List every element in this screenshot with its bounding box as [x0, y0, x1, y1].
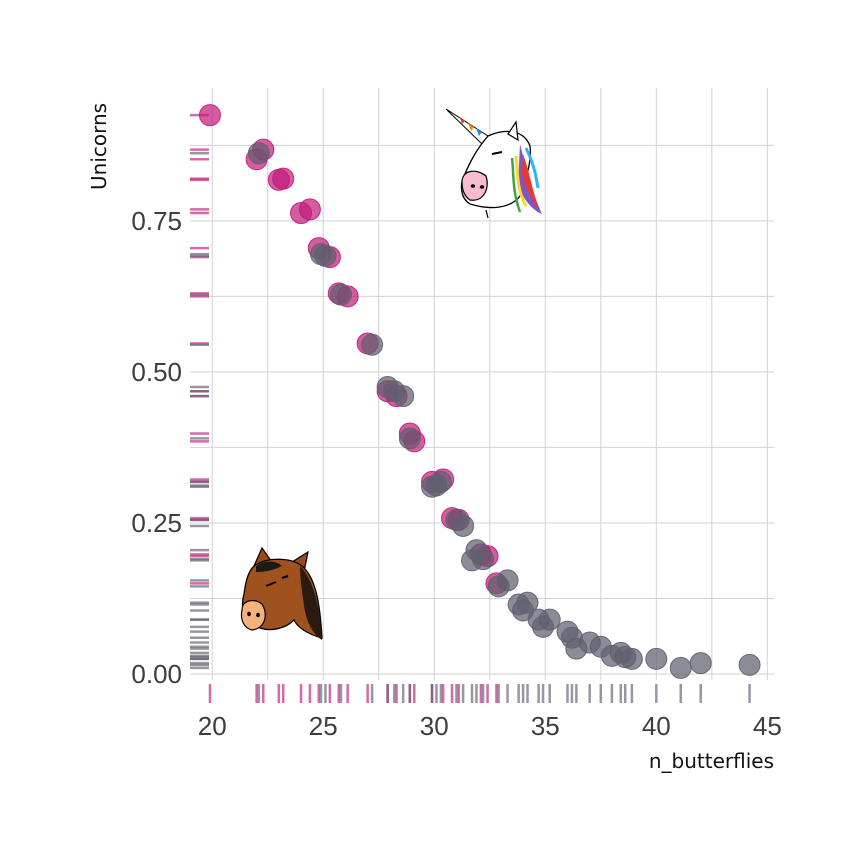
- data-point: [429, 470, 452, 493]
- y-axis-title: Unicorns: [87, 103, 111, 190]
- x-axis-title: n_butterflies: [649, 749, 774, 773]
- x-tick-label: 35: [531, 711, 560, 741]
- data-point: [247, 142, 270, 165]
- data-point: [392, 385, 415, 408]
- y-tick-label: 0.00: [131, 659, 182, 689]
- data-point: [689, 652, 712, 675]
- rug-marks: [190, 113, 751, 703]
- data-point: [198, 104, 221, 127]
- x-tick-label: 45: [753, 711, 782, 741]
- x-tick-label: 30: [420, 711, 449, 741]
- data-point: [538, 608, 561, 631]
- data-point: [329, 283, 352, 306]
- tick-labels: 20 25 30 35 40 45 0.00 0.25 0.50 0.75: [131, 206, 781, 741]
- data-point: [272, 167, 295, 190]
- data-point: [314, 244, 337, 267]
- data-point: [496, 569, 519, 592]
- y-tick-label: 0.50: [131, 357, 182, 387]
- y-tick-label: 0.75: [131, 206, 182, 236]
- data-point: [472, 548, 495, 571]
- x-tick-label: 25: [309, 711, 338, 741]
- data-points: [198, 104, 761, 679]
- data-point: [398, 427, 421, 450]
- x-tick-label: 20: [198, 711, 227, 741]
- unicorn-icon: [445, 108, 542, 219]
- data-point: [620, 647, 643, 670]
- y-tick-label: 0.25: [131, 508, 182, 538]
- data-point: [452, 514, 475, 537]
- data-point: [645, 647, 668, 670]
- data-point: [361, 333, 384, 356]
- horse-icon: [240, 546, 323, 640]
- data-point: [669, 656, 692, 679]
- data-point: [738, 653, 761, 676]
- data-point: [298, 198, 321, 221]
- x-tick-label: 40: [642, 711, 671, 741]
